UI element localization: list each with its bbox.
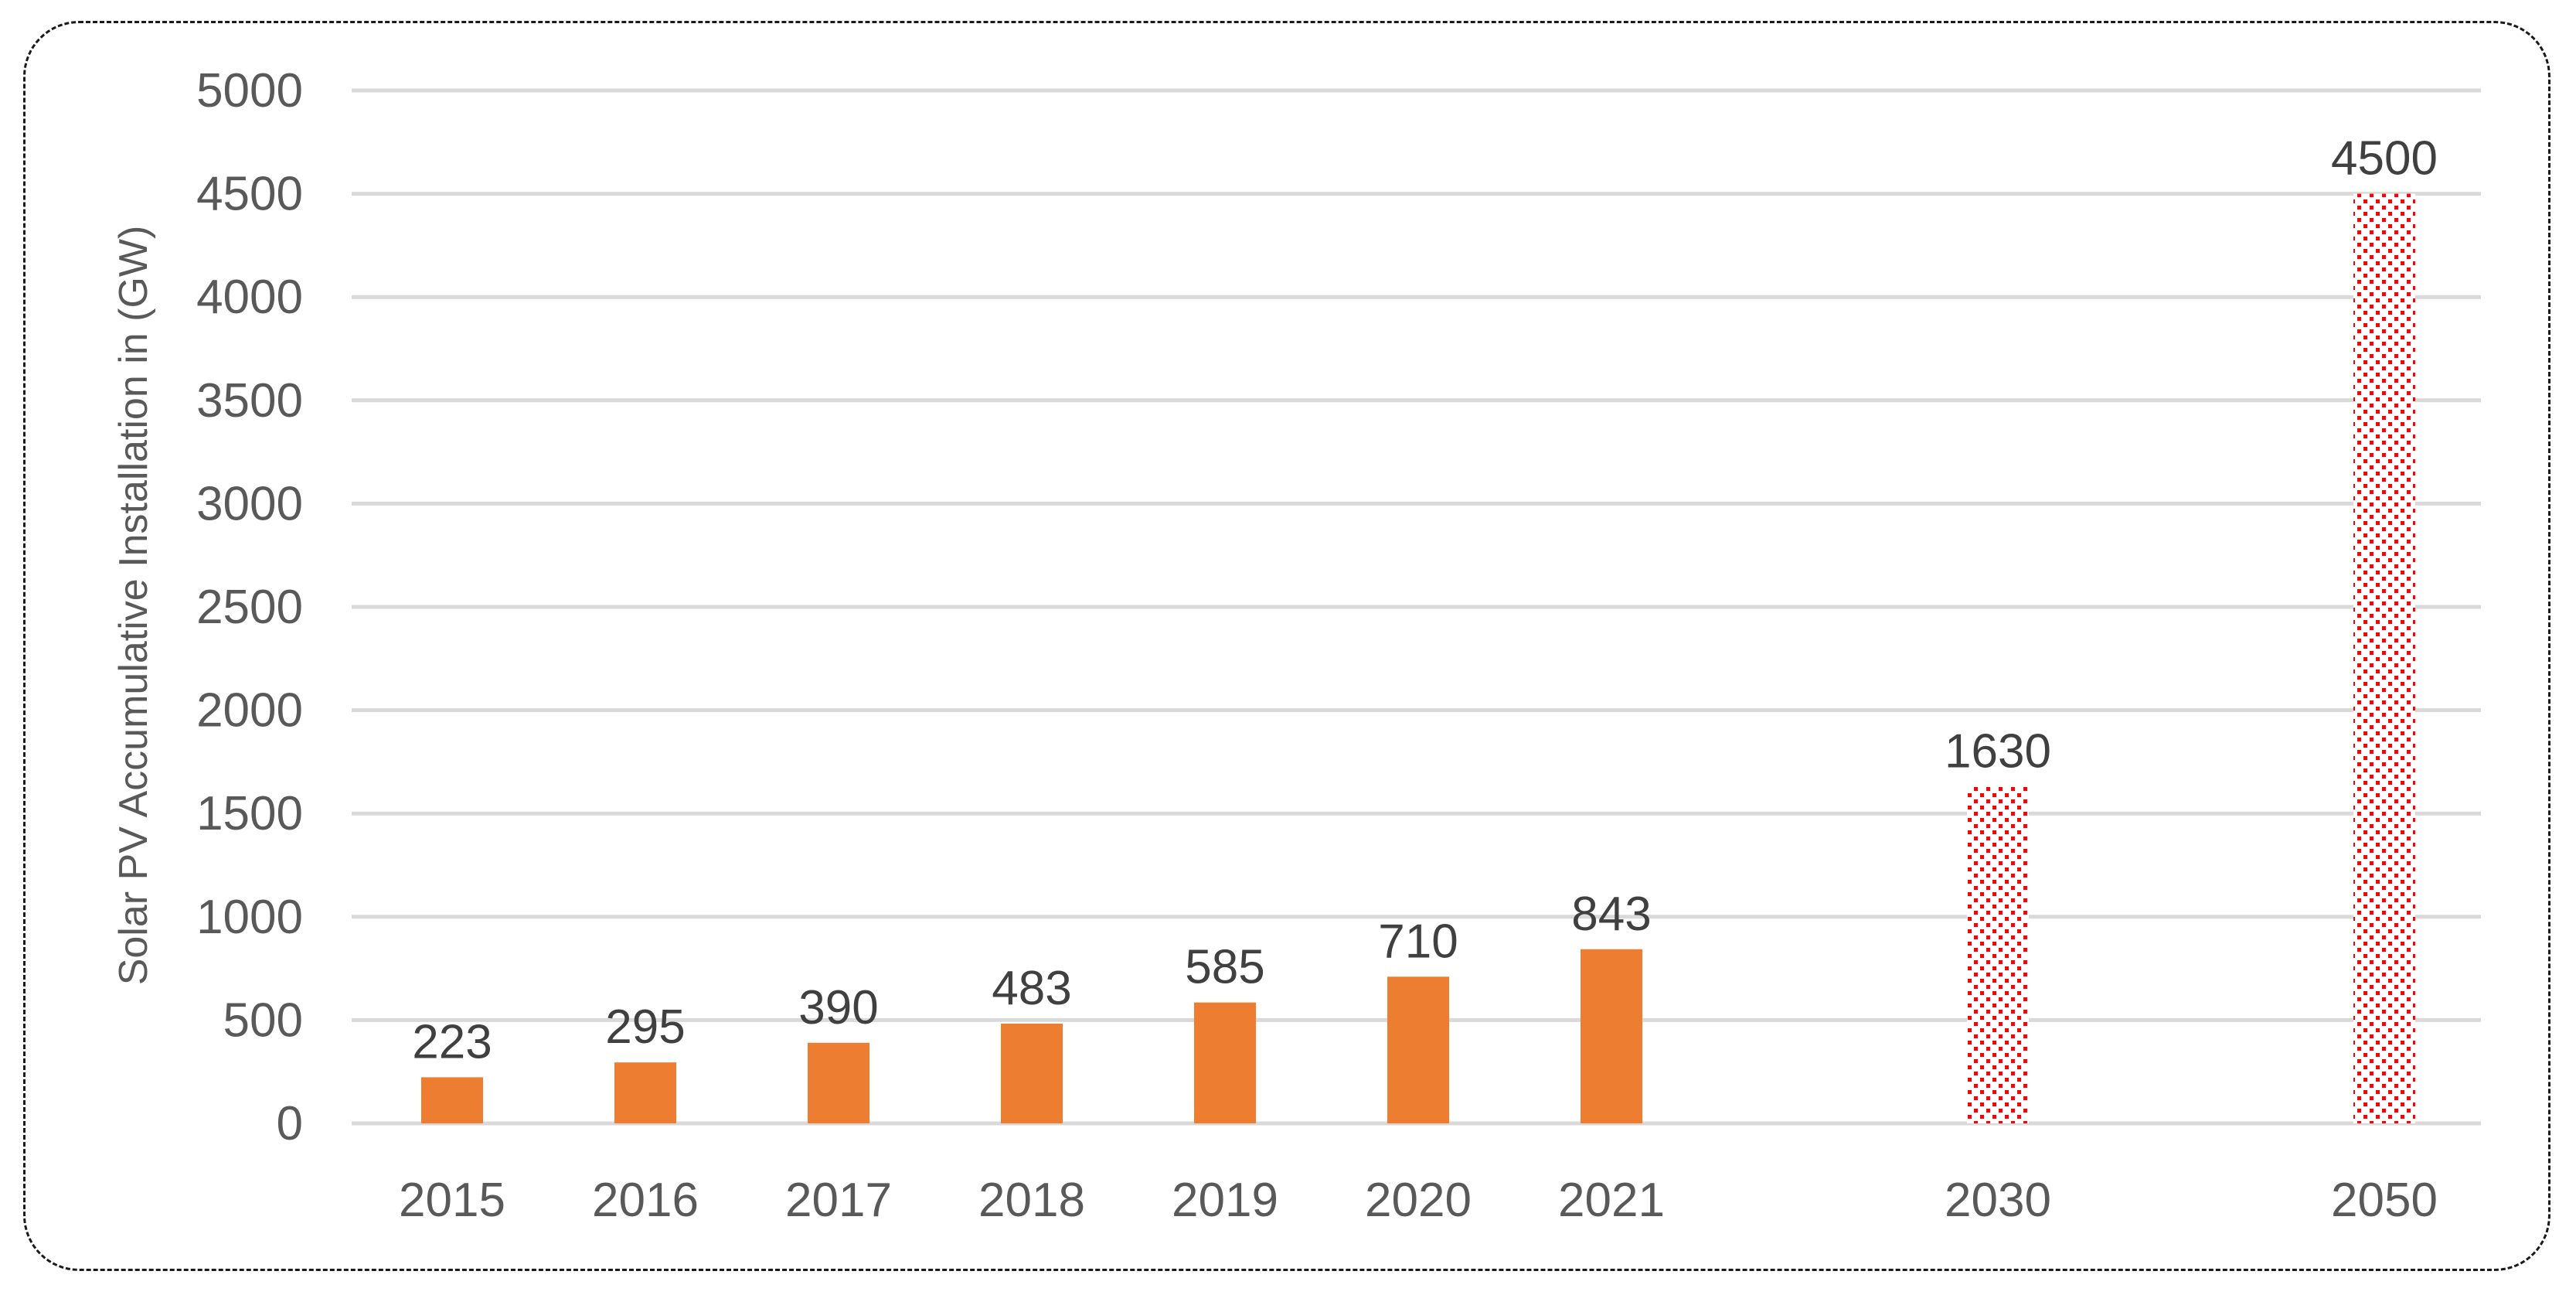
x-tick-label-2030: 2030 (1945, 1174, 2051, 1227)
bar-2015 (421, 1077, 483, 1123)
y-tick-label: 5000 (196, 64, 303, 118)
y-axis-title: Solar PV Accumulative Installation in (G… (111, 226, 156, 986)
x-tick-label-2015: 2015 (399, 1174, 505, 1227)
y-tick-label: 0 (277, 1097, 303, 1150)
bar-2021 (1581, 949, 1642, 1123)
bar-2050 (2353, 193, 2415, 1124)
x-tick-label-2021: 2021 (1558, 1174, 1665, 1227)
data-label-2015: 223 (412, 1015, 492, 1068)
bar-2018 (1001, 1023, 1063, 1123)
data-label-2016: 295 (605, 1000, 685, 1054)
data-label-2050: 4500 (2331, 132, 2438, 186)
x-tick-label-2017: 2017 (785, 1174, 892, 1227)
chart-frame (23, 21, 2550, 1271)
y-tick-label: 2500 (196, 581, 303, 634)
y-tick-label: 2000 (196, 684, 303, 738)
data-label-2030: 1630 (1945, 724, 2051, 778)
data-label-2017: 390 (798, 981, 878, 1034)
bars (421, 193, 2415, 1124)
y-axis-tick-labels: 0 500 1000 1500 2000 2500 3000 3500 4000 4500 5000 (196, 64, 303, 1150)
data-label-2021: 843 (1571, 888, 1651, 941)
data-labels: 223 295 390 483 585 710 843 1630 4500 (412, 132, 2438, 1069)
x-tick-label-2019: 2019 (1172, 1174, 1278, 1227)
bar-2016 (614, 1062, 676, 1123)
data-label-2019: 585 (1185, 941, 1264, 994)
y-tick-label: 1000 (196, 891, 303, 944)
x-tick-label-2016: 2016 (592, 1174, 699, 1227)
y-tick-label: 500 (223, 993, 303, 1047)
y-tick-label: 1500 (196, 787, 303, 840)
y-tick-label: 3500 (196, 374, 303, 428)
x-tick-label-2018: 2018 (978, 1174, 1085, 1227)
bar-2020 (1387, 976, 1449, 1123)
data-label-2018: 483 (992, 962, 1071, 1015)
bar-2017 (808, 1042, 869, 1123)
gridlines (352, 88, 2481, 1126)
x-axis-tick-labels: 2015 2016 2017 2018 2019 2020 2021 2030 2050 (399, 1174, 2438, 1227)
y-tick-label: 4500 (196, 168, 303, 221)
data-label-2020: 710 (1378, 915, 1458, 968)
y-tick-label: 3000 (196, 477, 303, 530)
bar-2030 (1967, 786, 2029, 1123)
bar-2019 (1194, 1002, 1256, 1123)
x-tick-label-2050: 2050 (2331, 1174, 2438, 1227)
y-tick-label: 4000 (196, 271, 303, 324)
x-tick-label-2020: 2020 (1365, 1174, 1472, 1227)
